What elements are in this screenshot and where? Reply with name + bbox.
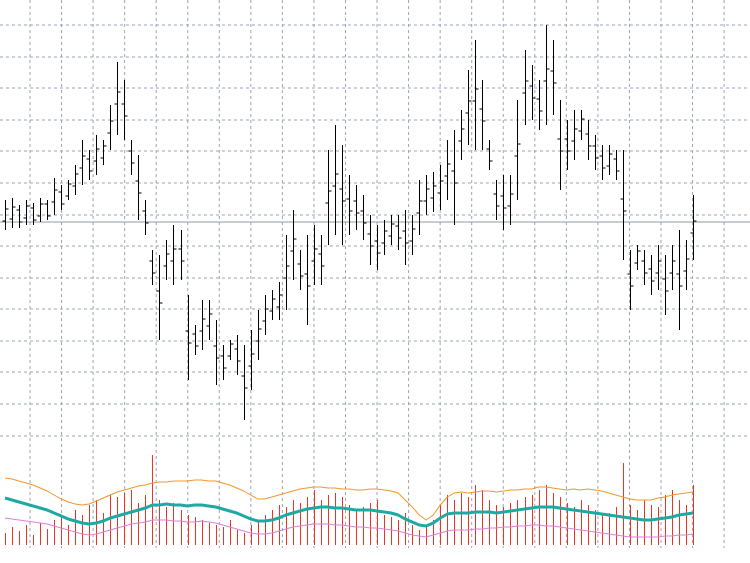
indicator-line [4, 517, 694, 538]
indicator-line [4, 477, 694, 521]
indicator-line [4, 496, 694, 528]
